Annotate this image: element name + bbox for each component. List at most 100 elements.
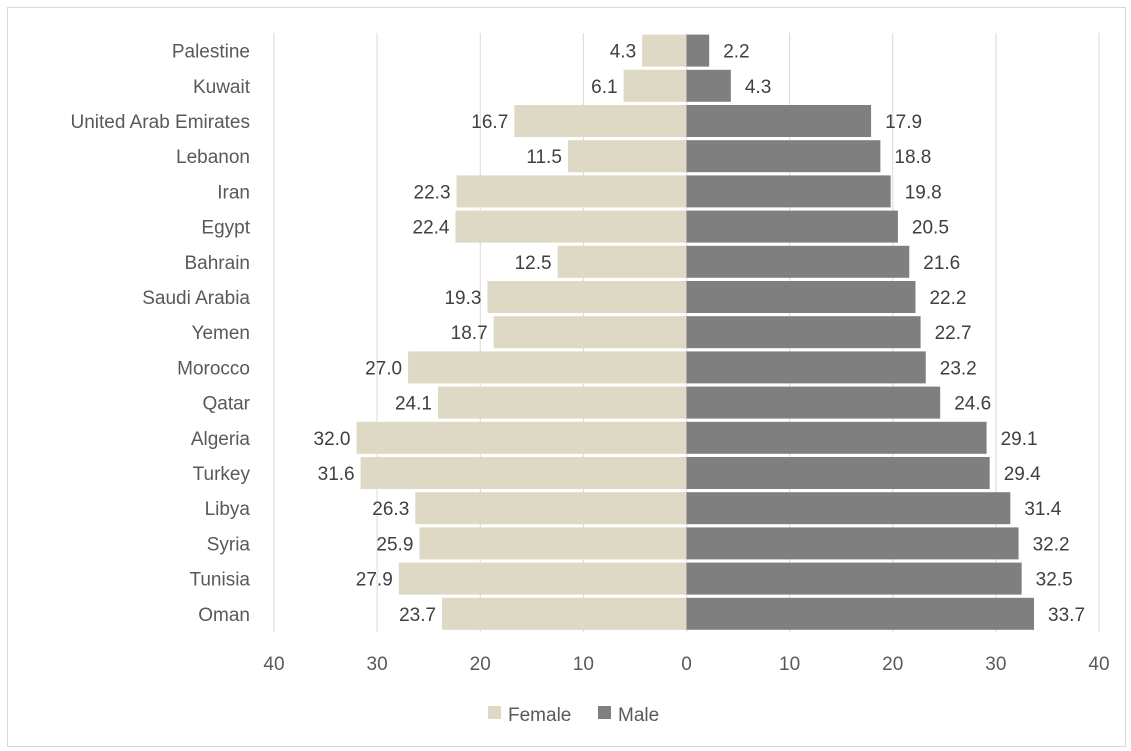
female-bar (514, 105, 687, 137)
category-label: United Arab Emirates (70, 112, 250, 133)
female-bar (557, 245, 687, 278)
category-label: Algeria (191, 429, 251, 450)
male-bar (686, 351, 926, 384)
category-label: Iran (217, 182, 250, 203)
x-tick-label: 40 (1088, 654, 1109, 675)
legend-swatch (488, 706, 501, 719)
male-value-label: 18.8 (894, 147, 931, 168)
category-label: Egypt (201, 218, 250, 239)
male-value-label: 21.6 (923, 253, 960, 274)
female-bar (419, 527, 687, 560)
category-label: Yemen (192, 323, 250, 344)
female-bar (408, 351, 687, 384)
bars (356, 34, 1035, 630)
female-bar (456, 175, 687, 208)
female-value-label: 25.9 (376, 534, 413, 555)
male-value-label: 29.4 (1004, 464, 1041, 485)
male-bar (686, 34, 710, 67)
x-tick-label: 0 (681, 654, 692, 675)
category-label: Morocco (177, 358, 250, 379)
male-value-label: 22.7 (935, 323, 972, 344)
female-value-label: 19.3 (444, 288, 481, 309)
category-label: Oman (198, 605, 250, 626)
male-bar (686, 69, 731, 102)
x-tick-label: 20 (470, 654, 491, 675)
male-bar (686, 140, 881, 173)
male-value-label: 29.1 (1001, 429, 1038, 450)
female-value-label: 24.1 (395, 394, 432, 415)
female-value-label: 6.1 (591, 77, 617, 98)
x-axis-tick-labels: 40 30 20 10 0 10 20 30 40 (263, 654, 1109, 675)
x-tick-label: 40 (263, 654, 284, 675)
female-value-label: 18.7 (451, 323, 488, 344)
data-labels: 4.3 2.2 6.1 4.3 16.7 17.9 11.5 18.8 22.3 19.8 22.4… (314, 42, 1086, 626)
male-bar (686, 421, 987, 454)
male-bar (686, 562, 1022, 595)
female-bar (642, 34, 687, 67)
female-bar (493, 316, 687, 349)
female-bar (398, 562, 687, 595)
female-bar (442, 597, 687, 630)
legend: Female Male (488, 705, 659, 726)
male-value-label: 2.2 (723, 42, 749, 63)
legend-label: Male (618, 705, 659, 726)
male-value-label: 4.3 (745, 77, 771, 98)
category-label: Lebanon (176, 147, 250, 168)
male-value-label: 24.6 (954, 394, 991, 415)
male-value-label: 19.8 (905, 182, 942, 203)
male-bar (686, 245, 910, 278)
male-bar (686, 281, 916, 313)
male-bar (686, 386, 941, 419)
legend-label: Female (508, 705, 571, 726)
male-bar (686, 105, 872, 137)
x-tick-label: 20 (882, 654, 903, 675)
category-label: Tunisia (189, 570, 250, 591)
male-bar (686, 210, 898, 243)
category-label: Syria (207, 534, 251, 555)
female-value-label: 12.5 (515, 253, 552, 274)
male-value-label: 31.4 (1024, 499, 1061, 520)
male-value-label: 22.2 (929, 288, 966, 309)
category-label: Turkey (193, 464, 251, 485)
legend-swatch (598, 706, 611, 719)
male-bar (686, 316, 921, 349)
male-value-label: 32.2 (1033, 534, 1070, 555)
female-value-label: 11.5 (526, 147, 562, 168)
x-tick-label: 30 (367, 654, 388, 675)
category-label: Saudi Arabia (142, 288, 250, 309)
male-value-label: 20.5 (912, 218, 949, 239)
female-bar (360, 457, 687, 489)
female-value-label: 31.6 (318, 464, 355, 485)
female-bar (437, 386, 687, 419)
female-bar (356, 421, 687, 454)
male-bar (686, 597, 1035, 630)
male-bar (686, 457, 990, 489)
category-label: Bahrain (185, 253, 251, 274)
female-bar (623, 69, 687, 102)
female-value-label: 27.0 (365, 358, 402, 379)
male-value-label: 17.9 (885, 112, 922, 133)
female-value-label: 4.3 (610, 42, 636, 63)
male-bar (686, 492, 1011, 525)
female-value-label: 27.9 (356, 570, 393, 591)
category-label: Palestine (172, 42, 250, 63)
female-value-label: 16.7 (471, 112, 508, 133)
female-bar (455, 210, 687, 243)
female-value-label: 32.0 (314, 429, 351, 450)
male-value-label: 23.2 (940, 358, 977, 379)
male-bar (686, 175, 891, 208)
category-label: Kuwait (193, 77, 251, 98)
category-label: Qatar (202, 394, 250, 415)
category-label: Libya (205, 499, 251, 520)
x-tick-label: 10 (573, 654, 594, 675)
x-tick-label: 30 (985, 654, 1006, 675)
female-value-label: 26.3 (372, 499, 409, 520)
female-value-label: 23.7 (399, 605, 436, 626)
category-labels: Palestine Kuwait United Arab Emirates Leban… (70, 42, 250, 626)
female-bar (487, 281, 687, 313)
male-bar (686, 527, 1019, 560)
female-bar (415, 492, 687, 525)
female-value-label: 22.3 (414, 182, 451, 203)
male-value-label: 32.5 (1036, 570, 1073, 591)
x-tick-label: 10 (779, 654, 800, 675)
